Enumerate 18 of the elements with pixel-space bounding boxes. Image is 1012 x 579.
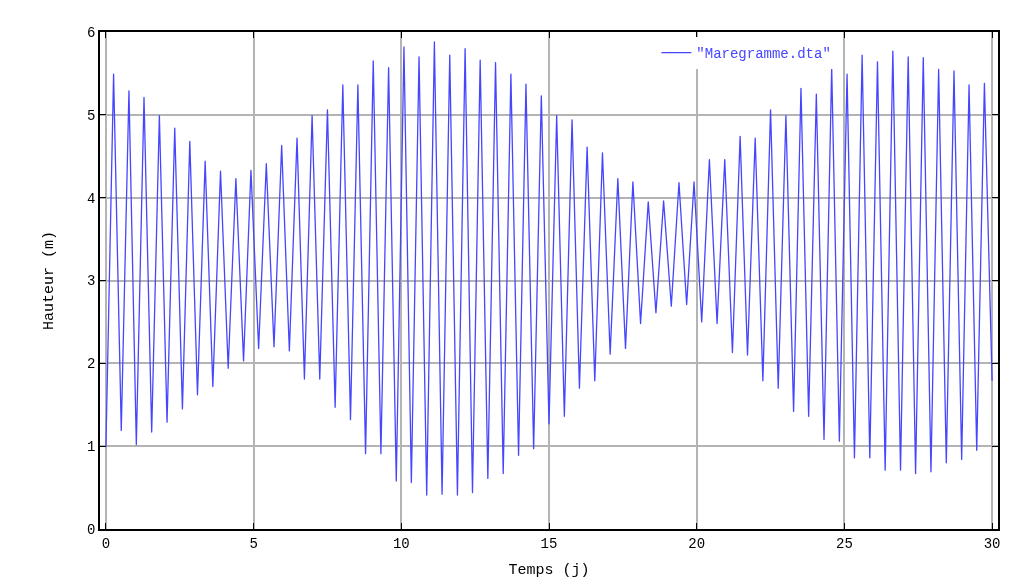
line-series <box>105 41 993 496</box>
x-tick-label: 15 <box>540 535 558 552</box>
y-tick-label: 2 <box>87 356 96 373</box>
y-tick-label: 4 <box>87 190 96 207</box>
y-tick-label: 6 <box>87 24 96 41</box>
x-tick-label: 5 <box>249 535 258 552</box>
y-axis-title: Hauteur (m) <box>40 230 58 331</box>
x-tick-label: 25 <box>835 535 853 552</box>
x-axis-title: Temps (j) <box>508 562 590 579</box>
y-tick-label: 0 <box>87 521 96 538</box>
y-tick-label: 1 <box>87 439 96 456</box>
legend-label: "Maregramme.dta" <box>696 46 831 63</box>
y-tick-label: 3 <box>87 273 96 290</box>
x-tick-label: 20 <box>688 535 706 552</box>
x-tick-label: 0 <box>101 535 111 552</box>
x-tick-label: 10 <box>392 535 410 552</box>
x-tick-label: 30 <box>983 535 1001 552</box>
y-tick-label: 5 <box>87 107 96 124</box>
